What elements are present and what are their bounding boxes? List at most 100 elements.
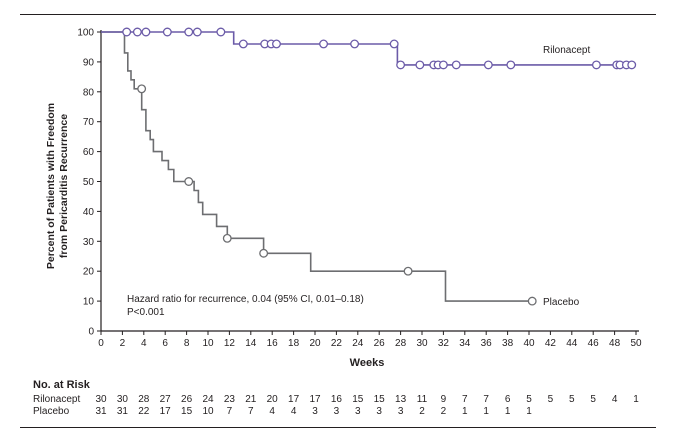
hazard-ratio-annotation: Hazard ratio for recurrence, 0.04 (95% C… [127, 294, 364, 305]
rilonacept-censor-mark [238, 39, 248, 49]
risk-count-placebo: 2 [441, 406, 447, 417]
x-tick-label: 4 [141, 338, 147, 349]
risk-count-placebo: 10 [202, 406, 214, 417]
risk-count-rilonacept: 5 [526, 394, 532, 405]
rilonacept-censor-mark [451, 60, 461, 70]
rilonacept-censor-mark [162, 27, 172, 37]
y-tick-label: 50 [83, 177, 95, 188]
risk-count-placebo: 1 [483, 406, 489, 417]
x-tick-label: 50 [630, 338, 642, 349]
risk-count-rilonacept: 23 [224, 394, 236, 405]
risk-count-rilonacept: 13 [395, 394, 407, 405]
y-tick-label: 100 [77, 28, 94, 39]
placebo-censor-mark [222, 233, 232, 243]
placebo-censor-mark [184, 177, 194, 186]
rilonacept-censor-mark [483, 60, 493, 70]
rilonacept-censor-mark [438, 60, 448, 70]
risk-row-label-placebo: Placebo [33, 406, 70, 417]
x-tick-label: 42 [545, 338, 557, 349]
risk-count-rilonacept: 16 [331, 394, 343, 405]
x-tick-label: 44 [566, 338, 578, 349]
y-tick-label: 0 [88, 327, 94, 338]
x-tick-label: 16 [267, 338, 279, 349]
rilonacept-censor-mark [319, 39, 329, 49]
risk-count-placebo: 3 [355, 406, 361, 417]
rilonacept-censor-mark [216, 27, 226, 37]
risk-count-rilonacept: 20 [267, 394, 279, 405]
risk-count-placebo: 31 [117, 406, 129, 417]
risk-table-title: No. at Risk [33, 379, 91, 391]
y-tick-label: 10 [83, 297, 95, 308]
x-tick-label: 24 [352, 338, 364, 349]
risk-count-placebo: 3 [376, 406, 382, 417]
y-tick-label: 90 [83, 57, 95, 68]
risk-row-label-rilonacept: Rilonacept [33, 394, 80, 405]
risk-count-placebo: 1 [462, 406, 468, 417]
x-tick-label: 6 [162, 338, 168, 349]
x-tick-label: 12 [224, 338, 236, 349]
risk-count-rilonacept: 24 [202, 394, 214, 405]
placebo-censor-mark [403, 266, 413, 276]
x-tick-label: 8 [184, 338, 190, 349]
rilonacept-censor-mark [272, 39, 281, 49]
risk-table-values: 30 30 28 27 26 24 23 21 20 17 17 16 15 15 13 11 9 7 7 6 5 5 5 5… [95, 394, 639, 417]
rilonacept-censor-mark [350, 39, 360, 49]
risk-count-rilonacept: 5 [548, 394, 554, 405]
x-axis-label: Weeks [350, 357, 385, 369]
x-tick-label: 0 [98, 338, 104, 349]
risk-count-placebo: 4 [269, 406, 275, 417]
risk-count-rilonacept: 30 [95, 394, 107, 405]
risk-count-rilonacept: 7 [462, 394, 468, 405]
x-tick-label: 10 [202, 338, 214, 349]
risk-count-rilonacept: 28 [138, 394, 150, 405]
x-tick-label: 22 [331, 338, 343, 349]
y-tick-label: 80 [83, 87, 95, 98]
x-tick-label: 28 [395, 338, 407, 349]
risk-count-rilonacept: 7 [483, 394, 489, 405]
y-tick-label: 20 [83, 267, 95, 278]
y-axis-label-line2: from Pericarditis Recurrence [58, 114, 70, 258]
risk-count-rilonacept: 11 [417, 394, 428, 405]
risk-count-rilonacept: 6 [505, 394, 511, 405]
risk-count-rilonacept: 26 [181, 394, 193, 405]
x-tick-label: 36 [481, 338, 493, 349]
rilonacept-censor-mark [192, 27, 202, 37]
y-tick-label: 60 [83, 147, 95, 158]
x-tick-label: 30 [416, 338, 428, 349]
risk-count-placebo: 3 [398, 406, 404, 417]
risk-count-placebo: 3 [334, 406, 340, 417]
rilonacept-censor-mark [506, 60, 516, 70]
x-tick-label: 20 [309, 338, 321, 349]
y-tick-label: 70 [83, 117, 95, 128]
risk-count-rilonacept: 1 [633, 394, 639, 405]
risk-count-rilonacept: 5 [569, 394, 575, 405]
risk-count-rilonacept: 9 [441, 394, 447, 405]
x-tick-label: 48 [609, 338, 621, 349]
x-tick-label: 34 [459, 338, 471, 349]
risk-count-rilonacept: 21 [245, 394, 257, 405]
bottom-rule [20, 427, 656, 428]
x-tick-label: 14 [245, 338, 257, 349]
placebo-censor-mark [527, 296, 537, 306]
risk-count-rilonacept: 5 [590, 394, 596, 405]
x-tick-label: 32 [438, 338, 450, 349]
risk-count-placebo: 4 [291, 406, 297, 417]
x-tick-label: 18 [288, 338, 300, 349]
rilonacept-censor-mark [141, 27, 151, 37]
series-label-placebo: Placebo [543, 297, 580, 308]
risk-count-placebo: 22 [138, 406, 150, 417]
rilonacept-censor-mark [132, 27, 142, 37]
risk-count-placebo: 3 [312, 406, 318, 417]
risk-count-rilonacept: 4 [612, 394, 618, 405]
risk-count-rilonacept: 15 [374, 394, 386, 405]
series-label-rilonacept: Rilonacept [543, 45, 590, 56]
risk-count-placebo: 7 [248, 406, 254, 417]
x-tick-label: 26 [374, 338, 386, 349]
risk-count-placebo: 7 [227, 406, 233, 417]
rilonacept-censor-mark [627, 60, 637, 70]
risk-count-placebo: 1 [505, 406, 511, 417]
risk-count-rilonacept: 15 [352, 394, 364, 405]
risk-count-rilonacept: 17 [309, 394, 321, 405]
